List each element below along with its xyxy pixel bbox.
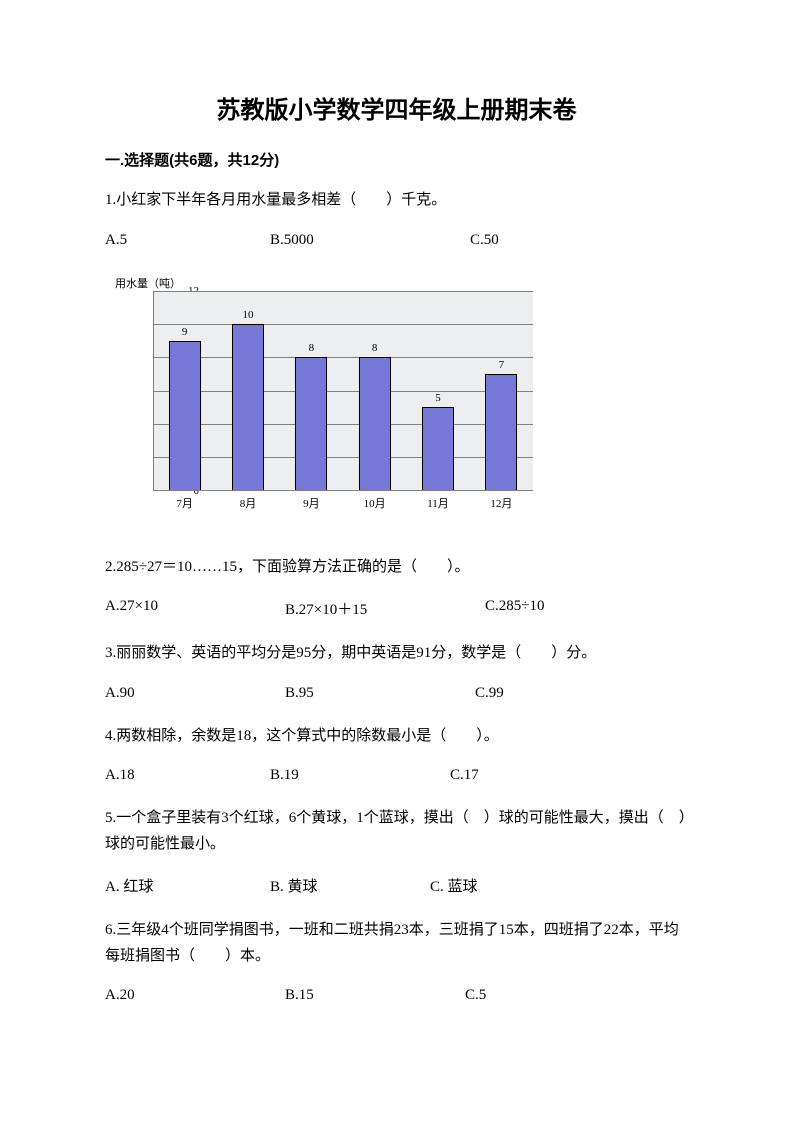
- question-1-text: 1.小红家下半年各月用水量最多相差（ ）千克。: [105, 188, 688, 214]
- q2-option-c: C.285÷10: [485, 598, 545, 619]
- question-4-options: A.18 B.19 C.17: [105, 767, 688, 784]
- q6-option-a: A.20: [105, 987, 285, 1004]
- question-2-text: 2.285÷27＝10……15，下面验算方法正确的是（ ）。: [105, 555, 688, 581]
- q3-option-c: C.99: [475, 685, 504, 702]
- chart-x-tick: 10月: [364, 495, 386, 511]
- question-5-options: A. 红球 B. 黄球 C. 蓝球: [105, 875, 688, 896]
- chart-plot-area: 9108857: [153, 291, 533, 491]
- q5-option-b: B. 黄球: [270, 875, 430, 896]
- question-5-text: 5.一个盒子里装有3个红球，6个黄球，1个蓝球，摸出（ ）球的可能性最大，摸出（…: [105, 806, 688, 857]
- q3-option-b: B.95: [285, 685, 475, 702]
- question-3-text: 3.丽丽数学、英语的平均分是95分，期中英语是91分，数学是（ ）分。: [105, 641, 688, 667]
- q5-option-a: A. 红球: [105, 875, 270, 896]
- chart-x-tick: 12月: [490, 495, 512, 511]
- question-3-options: A.90 B.95 C.99: [105, 685, 688, 702]
- q4-option-b: B.19: [270, 767, 450, 784]
- q2-option-a: A.27×10: [105, 598, 285, 619]
- q3-option-a: A.90: [105, 685, 285, 702]
- q6-option-c: C.5: [465, 987, 486, 1004]
- q1-option-b: B.5000: [270, 232, 470, 249]
- q6-option-b: B.15: [285, 987, 465, 1004]
- q4-option-c: C.17: [450, 767, 479, 784]
- chart-x-tick: 9月: [303, 495, 320, 511]
- question-4-text: 4.两数相除，余数是18，这个算式中的除数最小是（ ）。: [105, 724, 688, 750]
- q5-option-c: C. 蓝球: [430, 875, 478, 896]
- question-1-options: A.5 B.5000 C.50: [105, 232, 688, 249]
- chart-x-tick: 8月: [240, 495, 257, 511]
- question-6-text: 6.三年级4个班同学捐图书，一班和二班共捐23本，三班捐了15本，四班捐了22本…: [105, 918, 688, 969]
- q4-option-a: A.18: [105, 767, 270, 784]
- q1-option-a: A.5: [105, 232, 270, 249]
- q2-option-b: B.27×10＋15: [285, 598, 485, 619]
- section-1-header: 一.选择题(共6题，共12分): [105, 149, 688, 170]
- page-title: 苏教版小学数学四年级上册期末卷: [105, 90, 688, 125]
- q1-option-c: C.50: [470, 232, 499, 249]
- question-6-options: A.20 B.15 C.5: [105, 987, 688, 1004]
- question-2-options: A.27×10 B.27×10＋15 C.285÷10: [105, 598, 688, 619]
- chart-x-tick: 7月: [176, 495, 193, 511]
- chart-x-tick: 11月: [427, 495, 449, 511]
- water-usage-chart: 用水量（吨） 024681012 9108857 7月8月9月10月11月12月: [115, 279, 545, 519]
